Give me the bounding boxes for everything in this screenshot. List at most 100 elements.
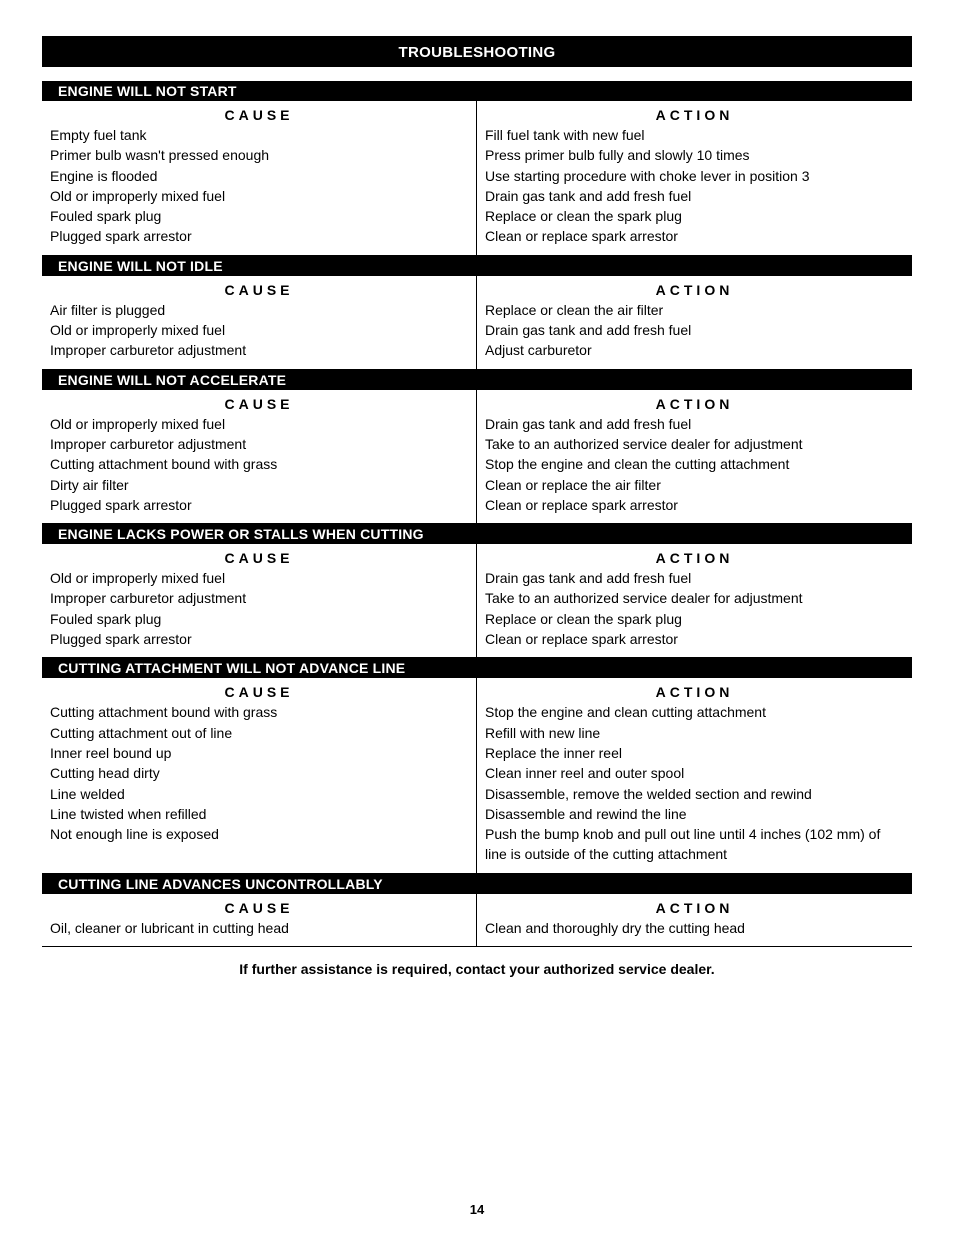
section-body: CAUSEOld or improperly mixed fuelImprope… bbox=[42, 544, 912, 657]
footnote: If further assistance is required, conta… bbox=[42, 961, 912, 977]
cause-item: Old or improperly mixed fuel bbox=[48, 186, 470, 206]
action-item: Replace or clean the spark plug bbox=[483, 206, 906, 226]
action-item: Take to an authorized service dealer for… bbox=[483, 588, 906, 608]
cause-item: Improper carburetor adjustment bbox=[48, 588, 470, 608]
sections-container: ENGINE WILL NOT START CAUSE Empty fuel tan… bbox=[42, 81, 912, 947]
section-body: CAUSE Cutting attachment bound with grass… bbox=[42, 678, 912, 872]
cause-item: Dirty air filter bbox=[48, 475, 470, 495]
action-item: Refill with new line bbox=[483, 723, 906, 743]
section-body: CAUSEOld or improperly mixed fuelImprope… bbox=[42, 390, 912, 523]
action-column: ACTION Clean and thoroughly dry the cutti… bbox=[477, 894, 912, 946]
action-header: ACTION bbox=[483, 396, 906, 412]
section-title: ENGINE LACKS POWER OR STALLS WHEN CUTTIN… bbox=[58, 526, 424, 542]
action-item: Drain gas tank and add fresh fuel bbox=[483, 186, 906, 206]
cause-column: CAUSEOld or improperly mixed fuelImprope… bbox=[42, 544, 477, 657]
cause-item: Cutting attachment bound with grass bbox=[48, 454, 470, 474]
troubleshoot-section: CUTTING ATTACHMENT WILL NOT ADVANCE LINE… bbox=[42, 658, 912, 873]
cause-header: CAUSE bbox=[48, 107, 470, 123]
action-item: Stop the engine and clean the cutting at… bbox=[483, 454, 906, 474]
action-item: Clean or replace spark arrestor bbox=[483, 226, 906, 246]
cause-item: Air filter is plugged bbox=[48, 300, 470, 320]
action-item: Disassemble, remove the welded section a… bbox=[483, 784, 906, 804]
troubleshoot-section: ENGINE LACKS POWER OR STALLS WHEN CUTTIN… bbox=[42, 524, 912, 658]
action-column: ACTION Stop the engine and clean cutting … bbox=[477, 678, 912, 872]
cause-item: Old or improperly mixed fuel bbox=[48, 414, 470, 434]
cause-item: Fouled spark plug bbox=[48, 206, 470, 226]
action-column: ACTION Drain gas tank and add fresh fuelT… bbox=[477, 544, 912, 657]
section-title-bar: ENGINE WILL NOT ACCELERATE bbox=[42, 370, 912, 390]
cause-header: CAUSE bbox=[48, 282, 470, 298]
action-item: Disassemble and rewind the line bbox=[483, 804, 906, 824]
troubleshoot-section: CUTTING LINE ADVANCES UNCONTROLLABLY CAUS… bbox=[42, 874, 912, 947]
cause-header: CAUSE bbox=[48, 550, 470, 566]
action-item: Press primer bulb fully and slowly 10 ti… bbox=[483, 145, 906, 165]
section-body: CAUSE Oil, cleaner or lubricant in cuttin… bbox=[42, 894, 912, 946]
cause-item: Plugged spark arrestor bbox=[48, 495, 470, 515]
section-title-bar: ENGINE WILL NOT IDLE bbox=[42, 256, 912, 276]
page-title-bar: TROUBLESHOOTING bbox=[42, 36, 912, 67]
action-item: Clean or replace the air filter bbox=[483, 475, 906, 495]
cause-item: Not enough line is exposed bbox=[48, 824, 470, 844]
cause-column: CAUSE Air filter is pluggedOld or imprope… bbox=[42, 276, 477, 369]
cause-header: CAUSE bbox=[48, 684, 470, 700]
action-item: Replace or clean the air filter bbox=[483, 300, 906, 320]
action-header: ACTION bbox=[483, 282, 906, 298]
cause-item: Oil, cleaner or lubricant in cutting hea… bbox=[48, 918, 470, 938]
section-body: CAUSE Empty fuel tankPrimer bulb wasn't p… bbox=[42, 101, 912, 255]
action-column: ACTION Replace or clean the air filterDra… bbox=[477, 276, 912, 369]
action-item: Push the bump knob and pull out line unt… bbox=[483, 824, 906, 865]
cause-item: Primer bulb wasn't pressed enough bbox=[48, 145, 470, 165]
cause-item: Plugged spark arrestor bbox=[48, 226, 470, 246]
cause-item: Line welded bbox=[48, 784, 470, 804]
section-title-bar: CUTTING ATTACHMENT WILL NOT ADVANCE LINE bbox=[42, 658, 912, 678]
action-item: Replace or clean the spark plug bbox=[483, 609, 906, 629]
action-header: ACTION bbox=[483, 900, 906, 916]
action-column: ACTIONDrain gas tank and add fresh fuelT… bbox=[477, 390, 912, 523]
section-title: ENGINE WILL NOT START bbox=[58, 83, 237, 99]
troubleshoot-section: ENGINE WILL NOT START CAUSE Empty fuel tan… bbox=[42, 81, 912, 256]
action-item: Fill fuel tank with new fuel bbox=[483, 125, 906, 145]
cause-item: Cutting attachment out of line bbox=[48, 723, 470, 743]
action-header: ACTION bbox=[483, 550, 906, 566]
action-item: Drain gas tank and add fresh fuel bbox=[483, 568, 906, 588]
action-header: ACTION bbox=[483, 684, 906, 700]
cause-column: CAUSE Oil, cleaner or lubricant in cuttin… bbox=[42, 894, 477, 946]
cause-item: Improper carburetor adjustment bbox=[48, 434, 470, 454]
action-item: Stop the engine and clean cutting attach… bbox=[483, 702, 906, 722]
section-title-bar: ENGINE LACKS POWER OR STALLS WHEN CUTTIN… bbox=[42, 524, 912, 544]
cause-item: Improper carburetor adjustment bbox=[48, 340, 470, 360]
page-title: TROUBLESHOOTING bbox=[399, 44, 556, 61]
cause-header: CAUSE bbox=[48, 900, 470, 916]
action-item: Drain gas tank and add fresh fuel bbox=[483, 414, 906, 434]
action-item: Clean and thoroughly dry the cutting hea… bbox=[483, 918, 906, 938]
troubleshoot-section: ENGINE WILL NOT ACCELERATE CAUSEOld or im… bbox=[42, 370, 912, 524]
cause-column: CAUSE Empty fuel tankPrimer bulb wasn't p… bbox=[42, 101, 477, 255]
cause-column: CAUSE Cutting attachment bound with grass… bbox=[42, 678, 477, 872]
troubleshoot-section: ENGINE WILL NOT IDLE CAUSE Air filter is p… bbox=[42, 256, 912, 370]
action-item: Use starting procedure with choke lever … bbox=[483, 166, 906, 186]
section-body: CAUSE Air filter is pluggedOld or imprope… bbox=[42, 276, 912, 369]
cause-item: Plugged spark arrestor bbox=[48, 629, 470, 649]
cause-item: Line twisted when refilled bbox=[48, 804, 470, 824]
action-column: ACTION Fill fuel tank with new fuelPress … bbox=[477, 101, 912, 255]
section-title: ENGINE WILL NOT ACCELERATE bbox=[58, 372, 286, 388]
action-item: Clean or replace spark arrestor bbox=[483, 495, 906, 515]
action-item: Clean or replace spark arrestor bbox=[483, 629, 906, 649]
cause-item: Fouled spark plug bbox=[48, 609, 470, 629]
section-title: CUTTING ATTACHMENT WILL NOT ADVANCE LINE bbox=[58, 660, 405, 676]
cause-item: Cutting attachment bound with grass bbox=[48, 702, 470, 722]
section-title: ENGINE WILL NOT IDLE bbox=[58, 258, 223, 274]
page: TROUBLESHOOTING ENGINE WILL NOT START CAU… bbox=[0, 0, 954, 1235]
cause-item: Old or improperly mixed fuel bbox=[48, 320, 470, 340]
section-title-bar: ENGINE WILL NOT START bbox=[42, 81, 912, 101]
action-item: Drain gas tank and add fresh fuel bbox=[483, 320, 906, 340]
cause-item: Empty fuel tank bbox=[48, 125, 470, 145]
cause-item: Engine is flooded bbox=[48, 166, 470, 186]
action-header: ACTION bbox=[483, 107, 906, 123]
action-item: Adjust carburetor bbox=[483, 340, 906, 360]
cause-column: CAUSEOld or improperly mixed fuelImprope… bbox=[42, 390, 477, 523]
cause-item: Inner reel bound up bbox=[48, 743, 470, 763]
action-item: Clean inner reel and outer spool bbox=[483, 763, 906, 783]
cause-item: Cutting head dirty bbox=[48, 763, 470, 783]
section-title: CUTTING LINE ADVANCES UNCONTROLLABLY bbox=[58, 876, 383, 892]
